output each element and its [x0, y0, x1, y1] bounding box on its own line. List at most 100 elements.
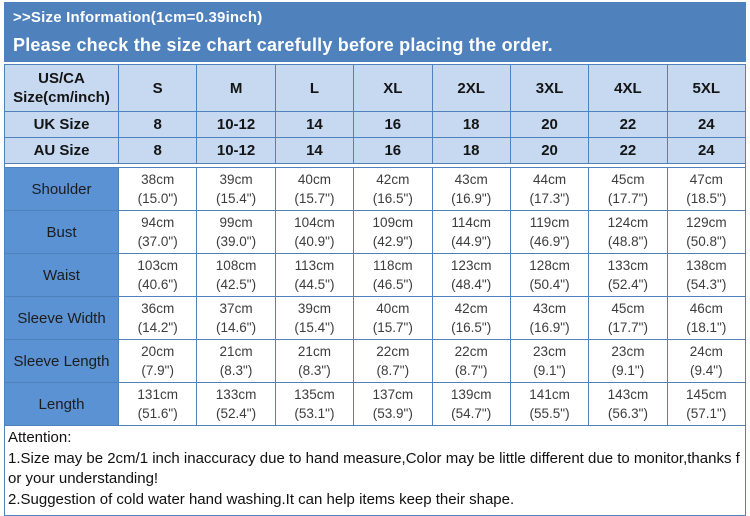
cm-value: 114cm	[451, 215, 491, 230]
inch-value: (55.5")	[529, 406, 570, 421]
inch-value: (37.0")	[137, 234, 178, 249]
measure-cell: 124cm (48.8")	[588, 210, 668, 254]
inch-value: (15.7")	[294, 191, 335, 206]
measure-cell: 21cm (8.3")	[274, 339, 355, 383]
cm-value: 137cm	[372, 387, 414, 402]
cm-value: 43cm	[533, 301, 567, 316]
au-size-value: 16	[353, 137, 433, 164]
uk-size-value: 20	[509, 111, 590, 138]
cm-value: 124cm	[607, 215, 649, 230]
cm-value: 22cm	[454, 344, 488, 359]
cm-value: 36cm	[141, 301, 175, 316]
measure-cell: 133cm (52.4")	[588, 253, 668, 297]
cm-value: 46cm	[689, 301, 723, 316]
inch-value: (44.9")	[451, 234, 492, 249]
corner-header: US/CA Size(cm/inch)	[4, 64, 119, 112]
cm-value: 21cm	[219, 344, 253, 359]
measure-cell: 46cm (18.1")	[666, 296, 747, 340]
inch-value: (50.8")	[686, 234, 727, 249]
measure-cell: 24cm (9.4")	[666, 339, 747, 383]
measure-cell: 141cm (55.5")	[509, 382, 590, 426]
uk-size-value: 18	[431, 111, 511, 138]
inch-value: (56.3")	[607, 406, 648, 421]
cm-value: 45cm	[611, 172, 645, 187]
cm-value: 22cm	[376, 344, 410, 359]
inch-value: (46.5")	[372, 277, 413, 292]
corner-header-line1: US/CA	[38, 70, 85, 87]
size-col-header-m: M	[196, 64, 276, 112]
inch-value: (18.5")	[686, 191, 727, 206]
inch-value: (17.3")	[529, 191, 570, 206]
measure-cell: 99cm (39.0")	[196, 210, 276, 254]
cm-value: 23cm	[611, 344, 645, 359]
inch-value: (16.5")	[451, 320, 492, 335]
measure-cell: 104cm (40.9")	[274, 210, 355, 254]
measure-label: Sleeve Width	[4, 296, 119, 340]
corner-header-line2: Size(cm/inch)	[13, 89, 110, 106]
inch-value: (9.1")	[533, 363, 566, 378]
uk-size-value: 14	[274, 111, 355, 138]
measure-cell: 43cm (16.9")	[431, 167, 511, 211]
cm-value: 138cm	[686, 258, 727, 273]
measure-cell: 39cm (15.4")	[274, 296, 355, 340]
measure-cell: 123cm (48.4")	[431, 253, 511, 297]
cm-value: 131cm	[137, 387, 178, 402]
measure-cell: 135cm (53.1")	[274, 382, 355, 426]
measure-cell: 45cm (17.7")	[588, 296, 668, 340]
cm-value: 47cm	[689, 172, 723, 187]
inch-value: (15.4")	[294, 320, 335, 335]
au-size-value: 8	[117, 137, 198, 164]
note-line-1: 1.Size may be 2cm/1 inch inaccuracy due …	[8, 449, 740, 488]
cm-value: 20cm	[141, 344, 175, 359]
size-col-header-3xl: 3XL	[509, 64, 590, 112]
cm-value: 119cm	[529, 215, 570, 230]
inch-value: (7.9")	[141, 363, 174, 378]
measure-row-shoulder: Shoulder 38cm (15.0") 39cm (15.4") 40cm (15…	[4, 167, 747, 211]
cm-value: 43cm	[454, 172, 488, 187]
cm-value: 21cm	[297, 344, 331, 359]
inch-value: (40.6")	[137, 277, 178, 292]
inch-value: (14.2")	[137, 320, 178, 335]
cm-value: 38cm	[141, 172, 175, 187]
measure-cell: 108cm (42.5")	[196, 253, 276, 297]
inch-value: (16.9")	[451, 191, 492, 206]
measure-cell: 23cm (9.1")	[509, 339, 590, 383]
cm-value: 123cm	[450, 258, 492, 273]
measure-cell: 23cm (9.1")	[588, 339, 668, 383]
cm-value: 141cm	[529, 387, 570, 402]
measure-label: Waist	[4, 253, 119, 297]
cm-value: 118cm	[373, 258, 413, 273]
au-size-value: 24	[666, 137, 747, 164]
inch-value: (44.5")	[294, 277, 335, 292]
measure-label: Sleeve Length	[4, 339, 119, 383]
cm-value: 145cm	[686, 387, 727, 402]
attention-heading: Attention:	[8, 429, 72, 446]
measure-cell: 114cm (44.9")	[431, 210, 511, 254]
measure-cell: 47cm (18.5")	[666, 167, 747, 211]
cm-value: 128cm	[529, 258, 570, 273]
measure-cell: 118cm (46.5")	[353, 253, 433, 297]
inch-value: (40.9")	[294, 234, 335, 249]
cm-value: 24cm	[689, 344, 723, 359]
measure-cell: 138cm (54.3")	[666, 253, 747, 297]
measure-cell: 94cm (37.0")	[117, 210, 198, 254]
cm-value: 99cm	[219, 215, 253, 230]
measure-cell: 43cm (16.9")	[509, 296, 590, 340]
inch-value: (9.4")	[690, 363, 723, 378]
size-col-header-l: L	[274, 64, 355, 112]
inch-value: (42.5")	[216, 277, 257, 292]
inch-value: (42.9")	[372, 234, 413, 249]
cm-value: 109cm	[372, 215, 414, 230]
measure-cell: 22cm (8.7")	[353, 339, 433, 383]
au-size-value: 14	[274, 137, 355, 164]
table-header-row: US/CA Size(cm/inch) S M L XL 2XL 3XL 4XL…	[4, 64, 747, 112]
cm-value: 39cm	[297, 301, 331, 316]
inch-value: (53.1")	[294, 406, 335, 421]
cm-value: 104cm	[294, 215, 335, 230]
measure-cell: 143cm (56.3")	[588, 382, 668, 426]
au-size-value: 20	[509, 137, 590, 164]
measure-cell: 103cm (40.6")	[117, 253, 198, 297]
measure-cell: 38cm (15.0")	[117, 167, 198, 211]
inch-value: (16.9")	[529, 320, 570, 335]
